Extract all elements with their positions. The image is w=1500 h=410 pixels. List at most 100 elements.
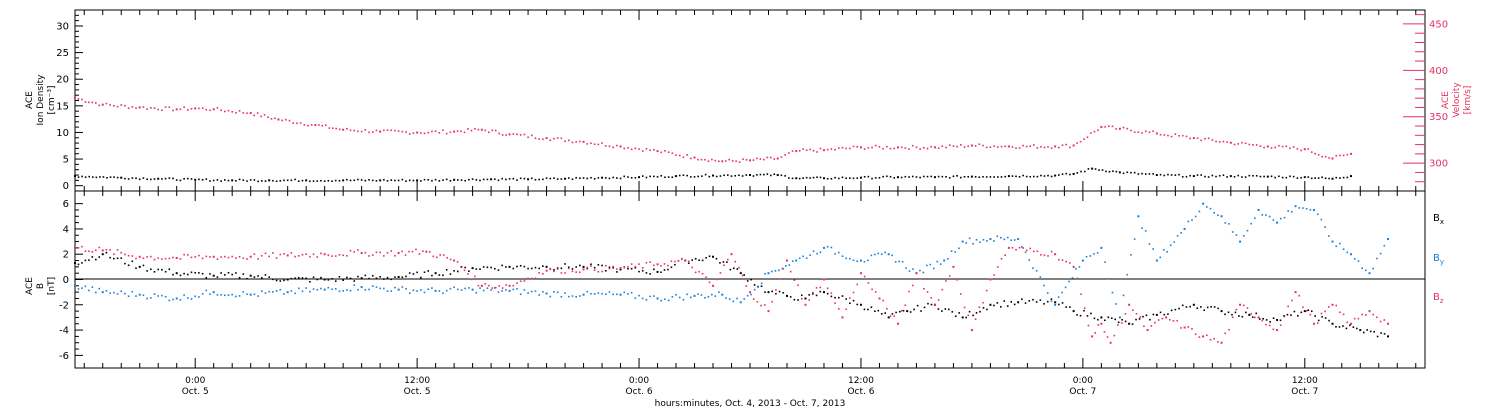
bx-point xyxy=(120,257,123,259)
density-point xyxy=(664,176,666,179)
bx-point xyxy=(571,268,574,270)
bz-point xyxy=(375,251,378,254)
bx-point xyxy=(867,308,869,311)
bx-point xyxy=(1224,313,1226,316)
bz-point xyxy=(749,291,751,294)
by-point xyxy=(150,297,152,299)
bz-point xyxy=(1100,322,1103,325)
density-point xyxy=(479,179,481,182)
bx-point xyxy=(1058,303,1060,306)
bz-point xyxy=(730,253,733,256)
density-point xyxy=(379,179,382,182)
density-point xyxy=(830,178,833,180)
by-point xyxy=(286,291,289,294)
by-point xyxy=(501,290,503,292)
bz-point xyxy=(290,252,293,254)
density-point xyxy=(198,178,200,181)
velocity-point xyxy=(634,147,637,150)
density-point xyxy=(346,178,348,181)
bz-point xyxy=(1040,254,1042,256)
velocity-point xyxy=(590,142,592,145)
density-point xyxy=(138,178,141,181)
density-point xyxy=(1130,171,1132,174)
velocity-point xyxy=(368,131,370,134)
bz-point xyxy=(1172,320,1175,322)
bz-point xyxy=(161,258,163,260)
by-point xyxy=(1294,205,1297,208)
bx-point xyxy=(1006,305,1009,307)
bz-point xyxy=(1176,319,1178,322)
bz-point xyxy=(429,251,431,253)
by-point xyxy=(781,267,784,270)
bz-point xyxy=(937,299,940,301)
by-point xyxy=(1279,217,1282,220)
velocity-point xyxy=(231,111,233,113)
by-point xyxy=(486,287,489,290)
by-point xyxy=(774,270,777,272)
bx-point xyxy=(95,258,97,261)
bz-point xyxy=(867,282,870,284)
velocity-axis-label: ACE Velocity [km/s] xyxy=(1441,82,1473,118)
bz-point xyxy=(982,301,984,304)
velocity-point xyxy=(1029,145,1032,148)
velocity-point xyxy=(353,129,356,132)
by-point xyxy=(349,289,352,292)
bx-point xyxy=(479,268,481,270)
by-point xyxy=(1166,251,1169,253)
bz-point xyxy=(612,265,614,268)
velocity-point xyxy=(131,106,134,108)
velocity-point xyxy=(530,134,533,137)
density-point xyxy=(812,176,815,179)
bx-point xyxy=(1234,311,1237,314)
velocity-point xyxy=(704,158,706,161)
velocity-point xyxy=(277,118,280,121)
bx-point xyxy=(590,263,592,266)
velocity-point xyxy=(1011,146,1014,148)
by-point xyxy=(634,297,637,299)
by-point xyxy=(238,295,241,297)
velocity-point xyxy=(1144,130,1147,133)
bx-point xyxy=(979,310,981,313)
bz-point xyxy=(677,260,680,262)
velocity-point xyxy=(168,106,171,109)
by-point xyxy=(127,295,130,298)
velocity-point xyxy=(1090,132,1092,134)
bz-point xyxy=(1357,317,1360,320)
bz-point xyxy=(778,278,781,280)
velocity-point xyxy=(470,129,473,132)
bz-point xyxy=(556,266,559,269)
density-point xyxy=(153,178,156,180)
bz-point xyxy=(386,251,389,254)
bz-point xyxy=(435,256,438,259)
bz-point xyxy=(1120,322,1123,324)
velocity-point xyxy=(780,156,783,158)
by-point xyxy=(1250,222,1252,225)
density-point xyxy=(309,180,311,183)
density-point xyxy=(715,175,718,178)
velocity-point xyxy=(1233,143,1236,146)
density-point xyxy=(749,174,751,177)
density-point xyxy=(1141,172,1143,175)
by-point xyxy=(142,294,145,296)
by-point xyxy=(753,288,756,291)
bz-point xyxy=(1187,326,1190,328)
bx-point xyxy=(941,310,943,312)
by-point xyxy=(986,240,988,242)
velocity-point xyxy=(474,128,476,130)
legend: Bx By Bz xyxy=(1433,213,1444,305)
bx-point xyxy=(1352,326,1355,328)
density-point xyxy=(216,179,219,181)
velocity-point xyxy=(564,140,566,143)
by-point xyxy=(390,290,393,292)
bz-point xyxy=(467,273,469,275)
density-point xyxy=(608,177,611,180)
bz-point xyxy=(190,256,193,259)
velocity-point xyxy=(1100,125,1103,128)
density-point xyxy=(1339,177,1341,179)
bx-point xyxy=(826,292,829,295)
bz-point xyxy=(687,260,690,263)
by-point xyxy=(131,290,134,293)
density-point xyxy=(412,179,415,182)
bx-point xyxy=(109,256,111,259)
density-point xyxy=(1335,176,1338,179)
